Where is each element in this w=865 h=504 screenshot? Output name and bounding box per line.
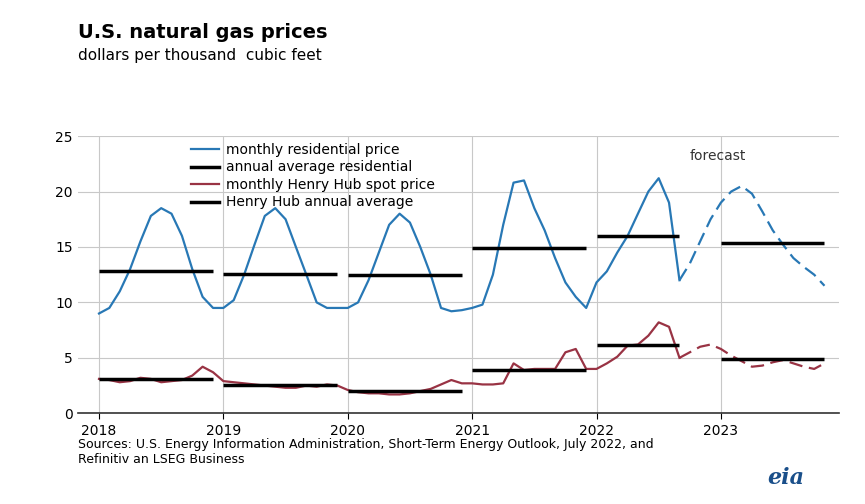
Text: forecast: forecast bbox=[689, 149, 746, 163]
Legend: monthly residential price, annual average residential, monthly Henry Hub spot pr: monthly residential price, annual averag… bbox=[191, 143, 435, 210]
Text: U.S. natural gas prices: U.S. natural gas prices bbox=[78, 23, 327, 42]
Text: Sources: U.S. Energy Information Administration, Short-Term Energy Outlook, July: Sources: U.S. Energy Information Adminis… bbox=[78, 438, 653, 467]
Text: eia: eia bbox=[767, 467, 804, 489]
Text: dollars per thousand  cubic feet: dollars per thousand cubic feet bbox=[78, 48, 322, 63]
